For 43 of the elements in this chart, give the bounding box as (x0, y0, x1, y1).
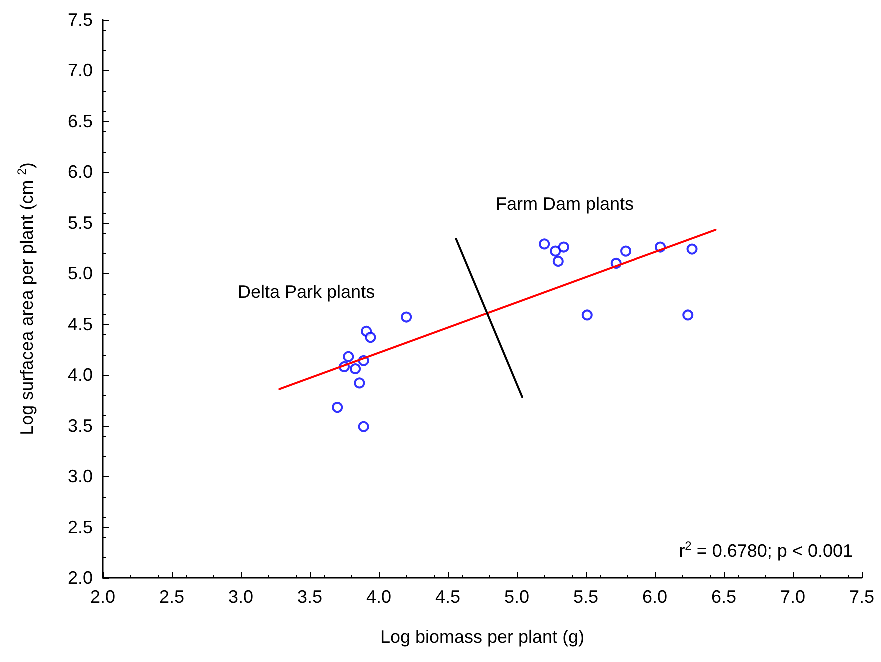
point (539, 238, 550, 250)
y-axis-title: Log surfacea area per plant (cm 2) (15, 162, 37, 436)
x-tick-label: 7.0 (780, 587, 806, 607)
point (350, 364, 362, 374)
y-tick-label: 2.5 (68, 517, 93, 538)
point (582, 310, 593, 321)
x-tick-label: 5.5 (573, 587, 599, 607)
x-tick-label: 7.5 (849, 587, 875, 607)
x-tick-label: 3.5 (297, 587, 323, 607)
y-tick-label: 5.0 (68, 264, 93, 284)
x-tick-label: 3.0 (228, 587, 254, 607)
x-tick-label: 5.0 (504, 587, 530, 607)
point (343, 351, 354, 362)
point (332, 402, 344, 414)
y-tick-label: 4.0 (68, 365, 93, 386)
x-tick-label: 4.0 (366, 587, 392, 607)
point (686, 244, 698, 255)
x-tick-label: 6.0 (642, 587, 668, 607)
x-tick-label: 4.5 (435, 587, 461, 607)
point (358, 421, 370, 432)
point (558, 242, 570, 253)
point (552, 256, 564, 267)
y-tick-label: 2.0 (68, 568, 93, 588)
annotation: Delta Park plants (238, 282, 376, 302)
y-tick-label: 7.0 (68, 60, 93, 81)
x-tick-label: 6.5 (711, 587, 737, 607)
y-tick-label: 4.5 (68, 314, 93, 334)
y-tick-label: 3.0 (68, 466, 93, 487)
x-tick-label: 2.0 (90, 587, 116, 607)
point (401, 312, 412, 323)
y-tick-label: 3.5 (68, 416, 93, 436)
point (550, 246, 562, 257)
y-tick-label: 6.0 (68, 162, 93, 182)
annotation: Farm Dam plants (496, 194, 634, 214)
point (682, 310, 694, 321)
point (365, 332, 376, 344)
x-tick-label: 2.5 (159, 587, 185, 607)
y-tick-label: 5.5 (68, 212, 93, 233)
point (354, 378, 366, 389)
y-tick-label: 6.5 (68, 111, 93, 132)
x-axis-title: Log biomass per plant (g) (380, 627, 585, 647)
point (620, 246, 632, 257)
y-tick-label: 7.5 (68, 10, 93, 30)
